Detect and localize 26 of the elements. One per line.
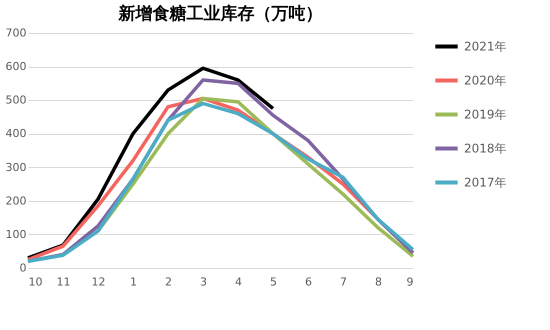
x-tick-label: 8 <box>375 276 382 288</box>
x-tick-label: 5 <box>270 276 277 288</box>
x-tick-label: 1 <box>130 276 137 288</box>
legend-label: 2017年 <box>464 176 507 190</box>
y-tick-label: 100 <box>6 228 26 241</box>
x-tick-label: 4 <box>235 276 242 288</box>
legend-label: 2018年 <box>464 142 507 156</box>
x-tick-label: 3 <box>200 276 207 288</box>
y-tick-label: 600 <box>6 60 26 74</box>
legend-label: 2020年 <box>464 74 507 88</box>
chart-title: 新增食糖工业库存（万吨） <box>118 4 322 24</box>
x-tick-label: 2 <box>165 276 172 288</box>
x-tick-label: 9 <box>406 276 414 288</box>
x-tick-label: 12 <box>92 276 106 288</box>
y-tick-label: 300 <box>6 160 26 174</box>
legend-label: 2019年 <box>464 108 507 122</box>
y-tick-label: 200 <box>6 194 26 208</box>
y-tick-label: 400 <box>6 127 26 140</box>
x-tick-label: 7 <box>340 276 347 288</box>
legend-label: 2021年 <box>464 40 507 54</box>
y-tick-label: 700 <box>6 26 26 40</box>
y-tick-label: 500 <box>6 94 26 107</box>
x-tick-label: 6 <box>305 276 312 288</box>
x-tick-label: 11 <box>56 276 70 288</box>
y-tick-label: 0 <box>20 262 26 274</box>
x-tick-label: 10 <box>28 276 42 288</box>
